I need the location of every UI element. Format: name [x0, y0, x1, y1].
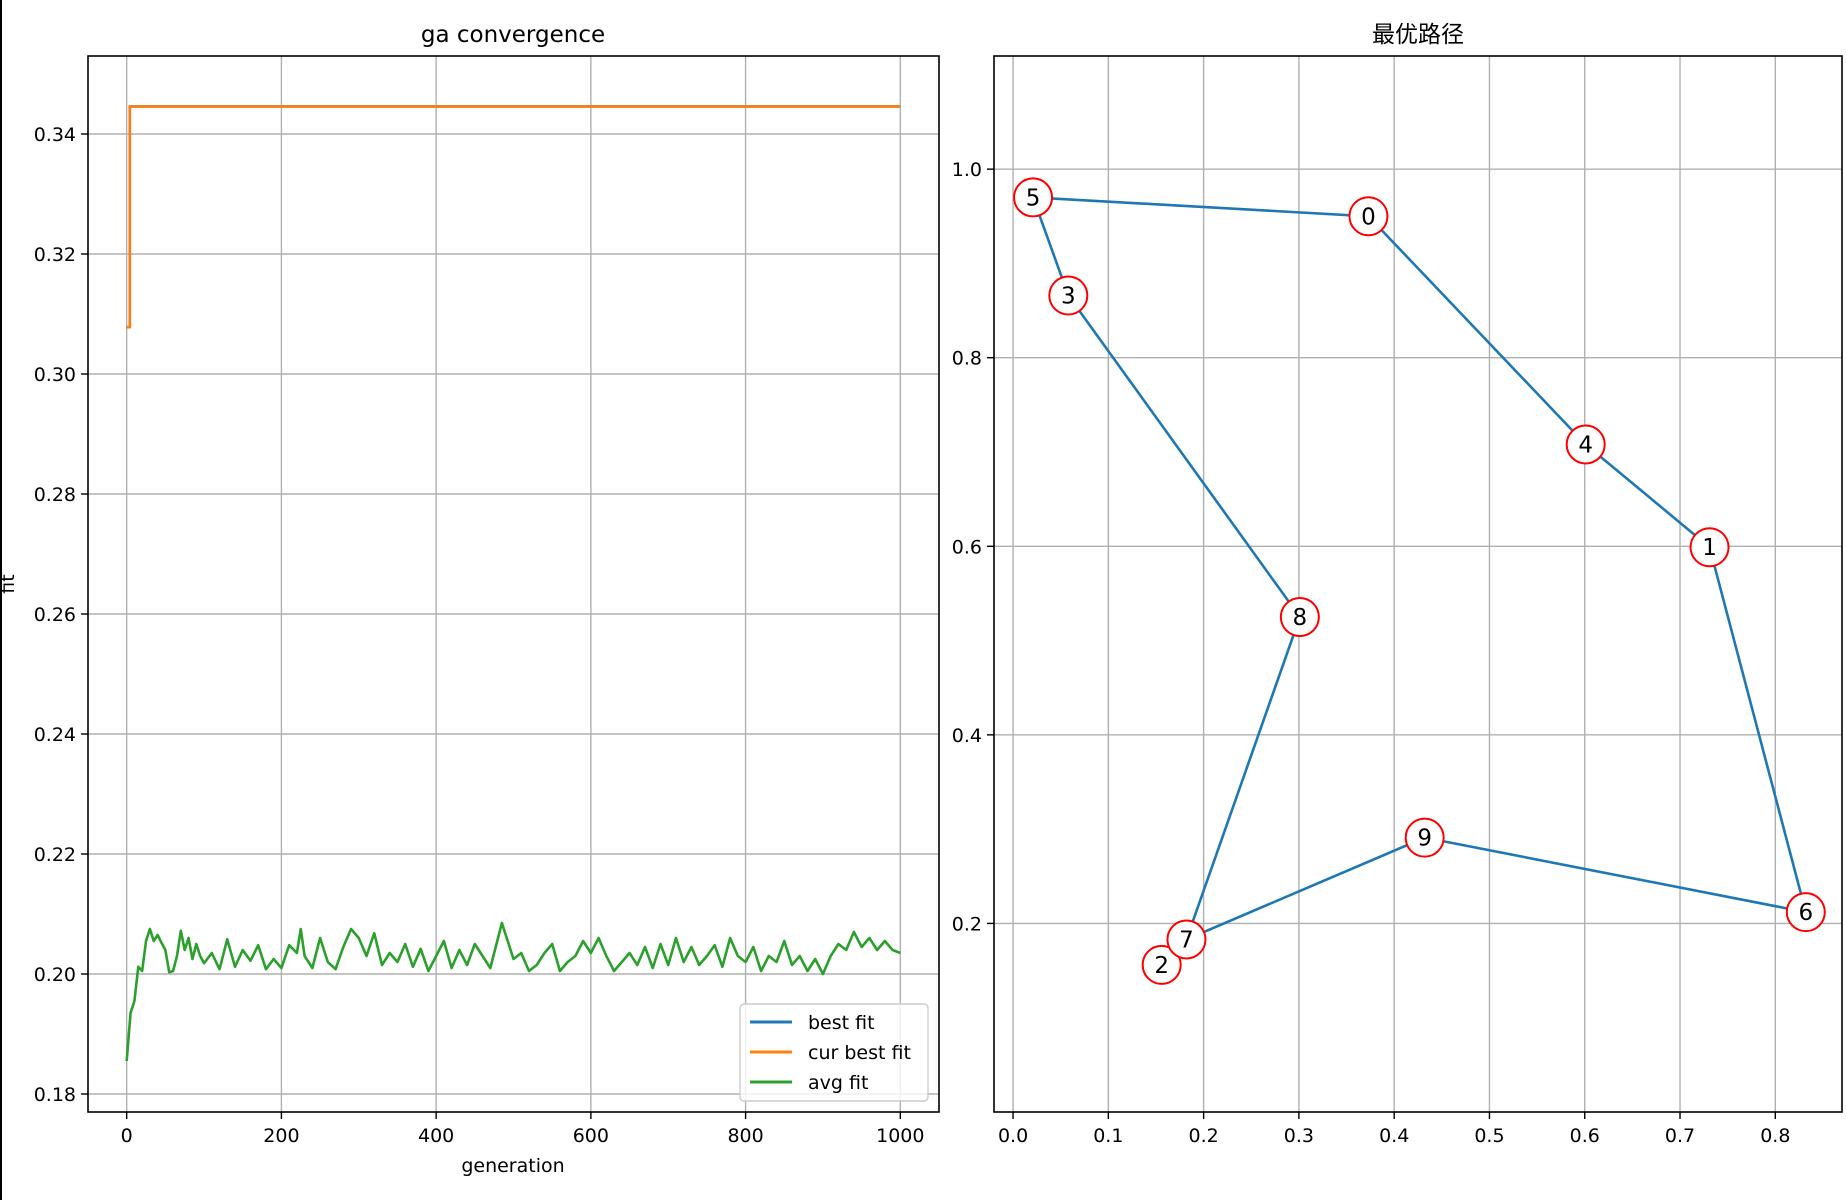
route-node-label: 1 [1702, 535, 1717, 561]
convergence-y-tick-label: 0.22 [34, 844, 76, 866]
route-node-4: 4 [1565, 424, 1606, 465]
route-x-tick-label: 0.7 [1665, 1125, 1695, 1147]
convergence-title: ga convergence [421, 22, 605, 48]
route-plot-frame [993, 55, 1843, 1113]
route-node-marker [1689, 527, 1730, 568]
route-x-tick-label: 0.1 [1093, 1125, 1123, 1147]
route-node-label: 6 [1798, 900, 1813, 926]
route-node-7: 7 [1166, 919, 1207, 960]
route-node-marker [1785, 892, 1826, 933]
route-y-tick-label: 0.6 [952, 536, 982, 558]
convergence-y-tick-label: 0.30 [34, 364, 76, 386]
convergence-y-tick-label: 0.26 [34, 604, 76, 626]
route-node-0: 0 [1348, 196, 1389, 237]
route-node-1: 1 [1689, 527, 1730, 568]
convergence-y-tick-label: 0.20 [34, 964, 76, 986]
route-node-marker [1166, 919, 1207, 960]
legend-label-cur-best-fit: cur best fit [808, 1042, 911, 1064]
route-node-marker [1348, 196, 1389, 237]
route-grid [994, 56, 1842, 1112]
convergence-legend: best fit cur best fit avg fit [739, 1003, 929, 1102]
convergence-y-tick-label: 0.18 [34, 1084, 76, 1106]
route-path [1031, 196, 1808, 941]
convergence-grid [88, 56, 939, 1112]
route-node-marker [1013, 177, 1054, 218]
route-title: 最优路径 [1372, 22, 1464, 48]
route-node-3: 3 [1048, 275, 1089, 316]
series-cur-best-fit [126, 105, 901, 329]
route-node-label: 8 [1293, 605, 1308, 631]
convergence-x-tick-label: 1000 [876, 1125, 924, 1147]
route-node-label: 7 [1179, 927, 1194, 953]
series-best-fit [126, 105, 901, 329]
convergence-x-tick-label: 400 [418, 1125, 454, 1147]
route-node-label: 2 [1154, 953, 1169, 979]
series-avg-fit [125, 921, 901, 1062]
route-x-tick-label: 0.8 [1760, 1125, 1790, 1147]
route-node-2: 2 [1141, 944, 1182, 985]
route-y-tick-label: 1.0 [952, 159, 982, 181]
route-x-tick-label: 0.2 [1189, 1125, 1219, 1147]
route-x-tick-label: 0.0 [998, 1125, 1028, 1147]
legend-label-avg-fit: avg fit [808, 1072, 868, 1094]
route-nodes: 0 1 2 3 4 5 6 7 8 9 [1013, 177, 1826, 985]
route-y-tick-label: 0.4 [952, 725, 982, 747]
route-x-tick-label: 0.6 [1570, 1125, 1600, 1147]
route-x-tick-label: 0.3 [1284, 1125, 1314, 1147]
route-node-marker [1279, 597, 1320, 637]
legend-label-best-fit: best fit [808, 1012, 875, 1034]
route-node-5: 5 [1013, 177, 1054, 218]
convergence-x-axis-label: generation [461, 1155, 564, 1177]
convergence-x-tick-label: 200 [263, 1125, 299, 1147]
convergence-y-tick-label: 0.24 [34, 724, 76, 746]
route-node-label: 9 [1417, 826, 1432, 852]
route-node-marker [1404, 817, 1445, 858]
convergence-x-tick-label: 0 [121, 1125, 133, 1147]
route-node-label: 3 [1061, 283, 1076, 309]
convergence-series [125, 105, 901, 1062]
legend-box [739, 1003, 929, 1102]
route-node-marker [1565, 424, 1606, 465]
convergence-x-tick-label: 600 [573, 1125, 609, 1147]
convergence-plot: 0 200 400 600 800 1000 0.18 0.20 0.22 0.24 0.26 0.2… [0, 22, 940, 1177]
route-y-tick-label: 0.2 [952, 913, 982, 935]
route-ticks: 0.0 0.1 0.2 0.3 0.4 0.5 0.6 0.7 0.8 0.2 0.4 0.6 0.8 1… [952, 159, 1791, 1147]
route-node-marker [1141, 944, 1182, 985]
route-x-tick-label: 0.4 [1379, 1125, 1409, 1147]
route-x-tick-label: 0.5 [1474, 1125, 1504, 1147]
convergence-y-tick-label: 0.34 [34, 124, 76, 146]
route-node-6: 6 [1785, 892, 1826, 933]
route-node-label: 4 [1578, 432, 1593, 458]
convergence-ticks: 0 200 400 600 800 1000 0.18 0.20 0.22 0.24 0.26 0.2… [34, 124, 925, 1147]
convergence-y-tick-label: 0.28 [34, 484, 76, 506]
route-node-label: 0 [1361, 204, 1376, 230]
route-y-tick-label: 0.8 [952, 348, 982, 370]
convergence-y-tick-label: 0.32 [34, 244, 76, 266]
convergence-plot-frame [87, 55, 940, 1113]
route-node-marker [1048, 275, 1089, 316]
route-node-8: 8 [1279, 597, 1320, 637]
convergence-x-tick-label: 800 [727, 1125, 763, 1147]
route-line [1031, 196, 1808, 941]
route-node-label: 5 [1026, 185, 1041, 211]
convergence-y-axis-label: fit [0, 574, 19, 593]
route-node-9: 9 [1404, 817, 1445, 858]
